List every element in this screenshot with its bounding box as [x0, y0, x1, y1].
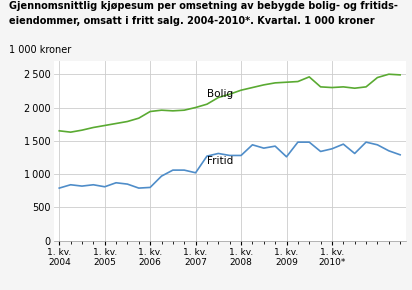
- Text: Gjennomsnittlig kjøpesum per omsetning av bebygde bolig- og fritids-: Gjennomsnittlig kjøpesum per omsetning a…: [9, 1, 398, 11]
- Text: eiendommer, omsatt i fritt salg. 2004-2010*. Kvartal. 1 000 kroner: eiendommer, omsatt i fritt salg. 2004-20…: [9, 16, 375, 26]
- Text: Bolig: Bolig: [207, 89, 233, 99]
- Text: 1 000 kroner: 1 000 kroner: [9, 45, 71, 55]
- Text: Fritid: Fritid: [207, 156, 233, 166]
